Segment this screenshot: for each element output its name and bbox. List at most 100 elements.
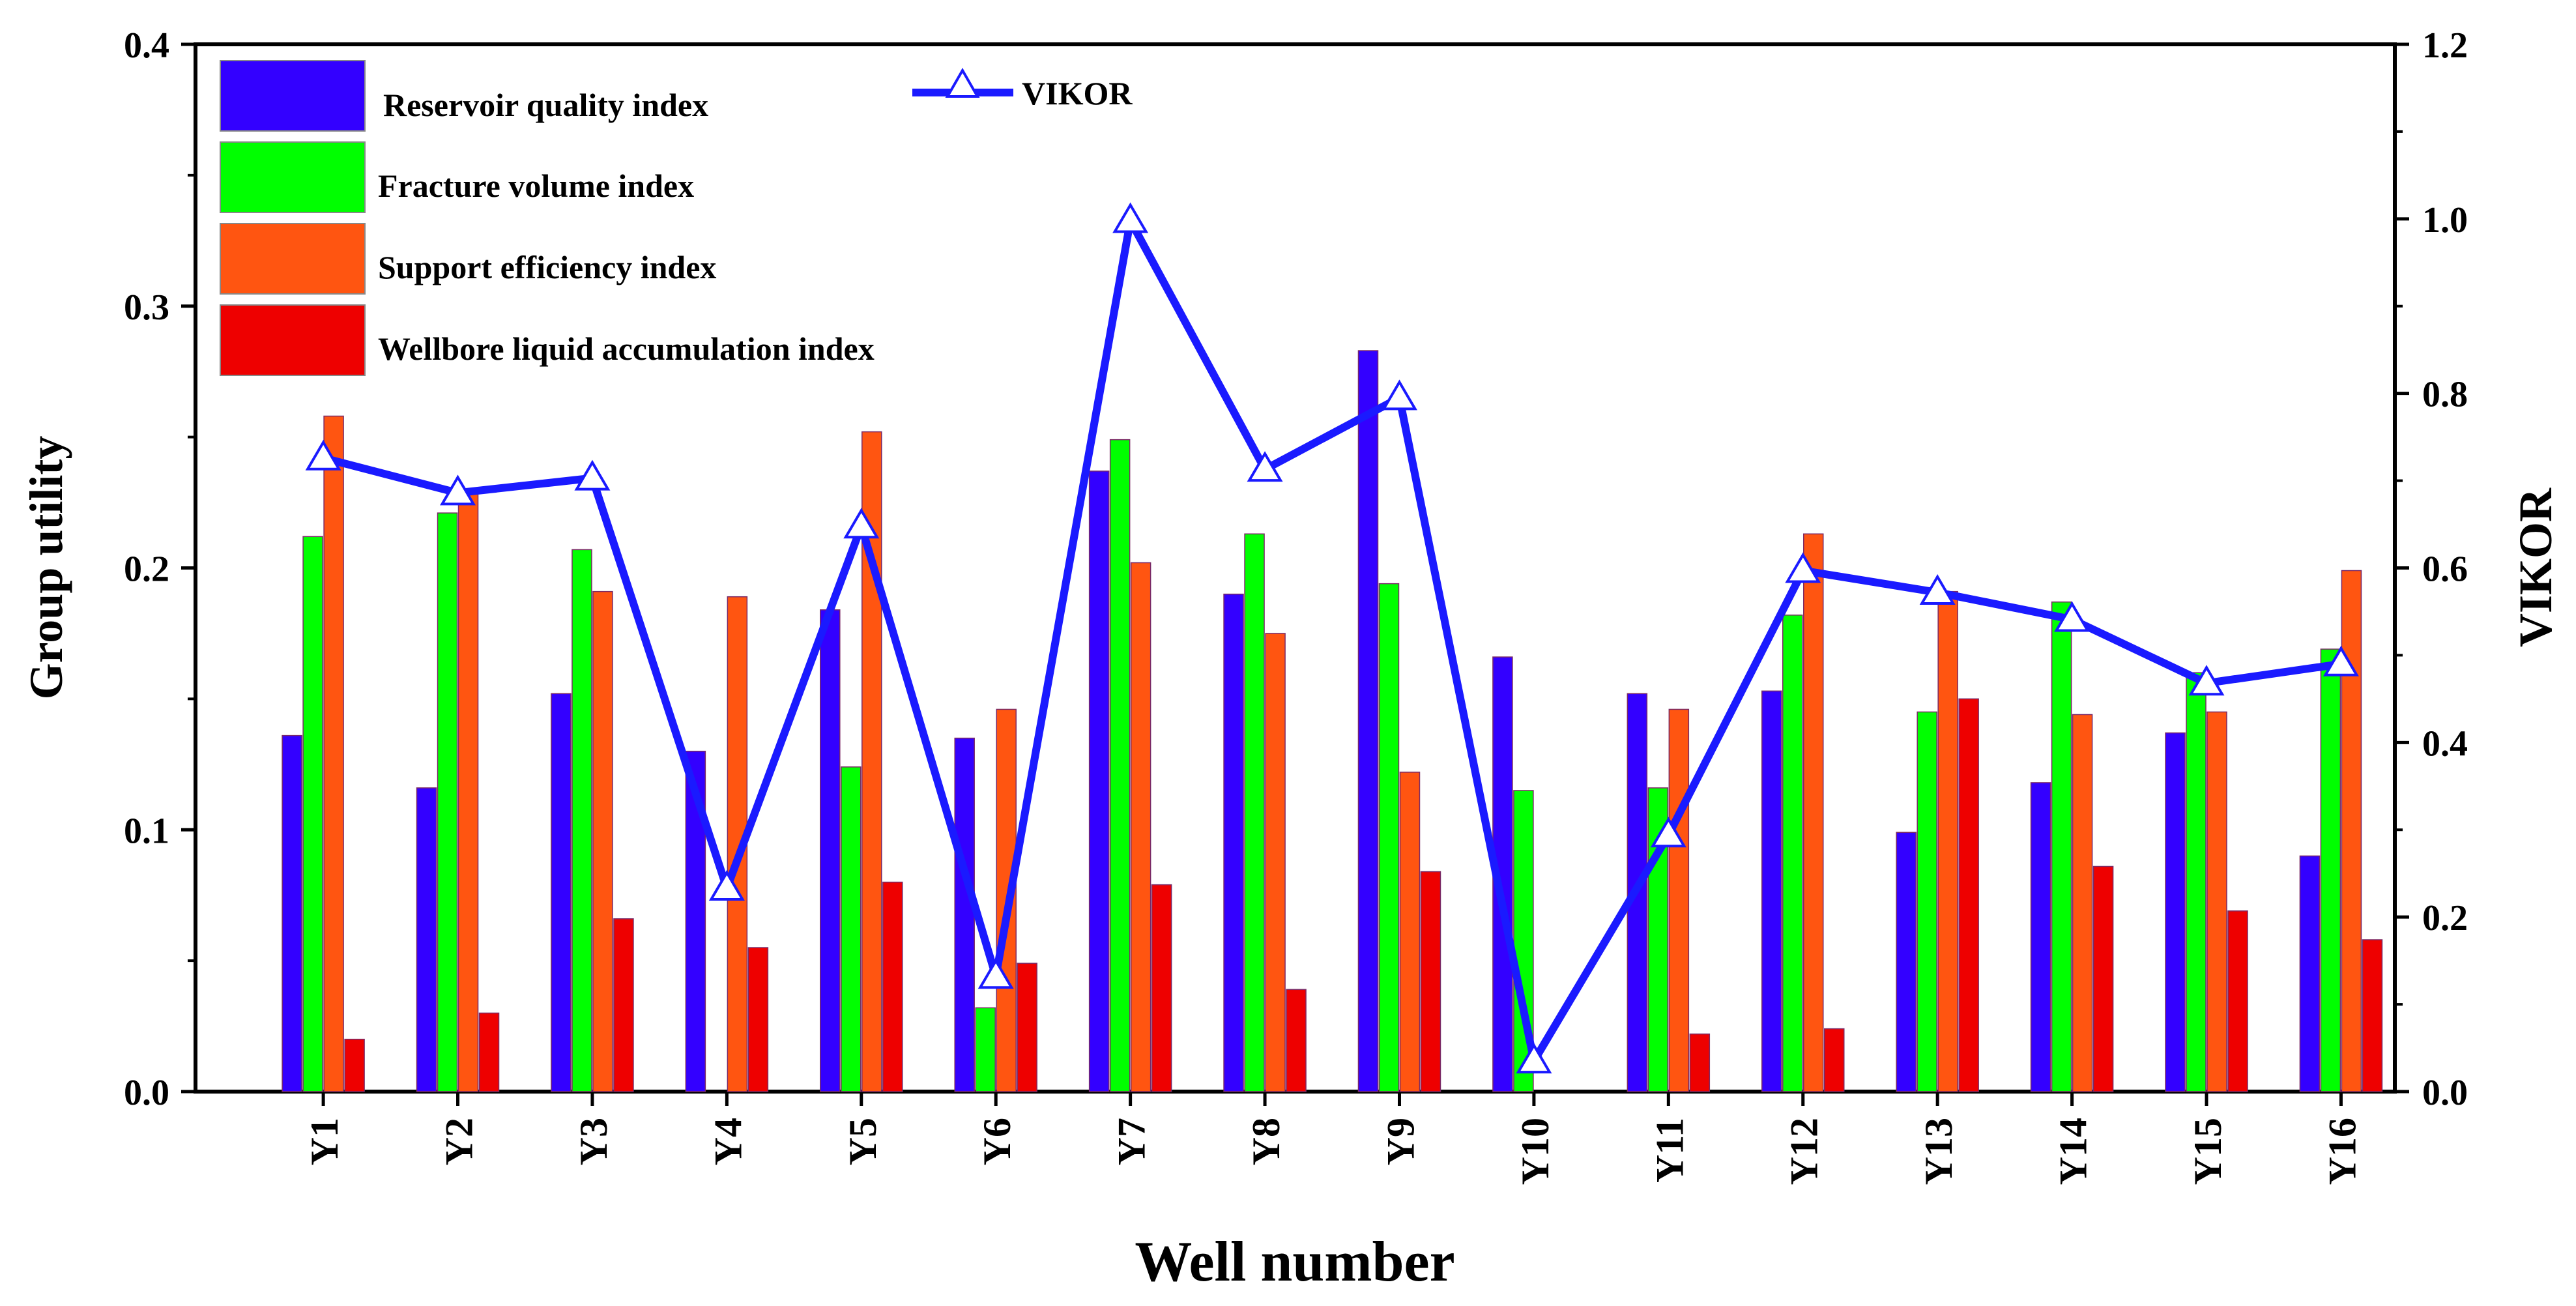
vikor-point: [843, 508, 880, 539]
bar: [323, 415, 344, 1092]
y-tick-label: 0.1: [124, 811, 169, 851]
vikor-point: [1919, 574, 1956, 605]
bar: [302, 536, 323, 1092]
bar: [2207, 711, 2227, 1092]
x-tick-label: Y12: [1783, 1118, 1826, 1185]
bar: [478, 1012, 500, 1092]
bar: [2341, 570, 2362, 1092]
bar: [1357, 350, 1379, 1092]
y2-tick-label: 0.2: [2422, 898, 2468, 938]
legend-swatch-wellbore: [220, 304, 366, 376]
legend-swatch-reservoir: [220, 60, 366, 132]
legend-swatch-fracture: [220, 141, 366, 213]
vikor-point: [1381, 379, 1417, 411]
bar: [1958, 698, 1979, 1092]
x-tick-label: Y7: [1110, 1118, 1153, 1165]
x-tick-label: Y4: [706, 1118, 749, 1165]
bar: [1223, 593, 1244, 1092]
bar: [1420, 871, 1441, 1092]
bar: [592, 590, 613, 1092]
vikor-line: [305, 202, 2359, 1074]
x-tick-label: Y14: [2052, 1118, 2095, 1185]
y2-tick-label: 1.2: [2422, 25, 2468, 66]
bar: [2072, 714, 2093, 1092]
bar: [747, 947, 769, 1092]
vikor-point: [1785, 552, 1821, 583]
x-tick-label: Y1: [303, 1118, 346, 1165]
bar: [1399, 772, 1421, 1092]
vikor-point: [977, 958, 1014, 989]
vikor-point: [305, 439, 341, 471]
x-tick-label: Y13: [1917, 1118, 1960, 1185]
bar: [344, 1038, 365, 1092]
bar: [2320, 648, 2341, 1092]
y2-tick-label: 1.0: [2422, 200, 2468, 240]
bar: [1130, 562, 1151, 1092]
vikor-point: [1650, 817, 1686, 848]
x-tick-label: Y16: [2321, 1118, 2364, 1185]
legend-label-reservoir: Reservoir quality index: [383, 87, 708, 123]
y2-tick-label: 0.8: [2422, 375, 2468, 415]
bar: [572, 549, 592, 1092]
bar: [2362, 939, 2383, 1092]
bar: [1689, 1033, 1711, 1092]
bar: [1668, 708, 1690, 1092]
bar: [282, 734, 302, 1092]
y-axis-title: Group utility: [20, 436, 72, 700]
axis-ticks: [181, 42, 2409, 1106]
x-tick-label: Y10: [1514, 1118, 1557, 1185]
legend-label-support: Support efficiency index: [378, 249, 716, 285]
bar: [1151, 884, 1172, 1092]
bar: [1378, 583, 1400, 1092]
bar: [551, 693, 572, 1092]
vikor-point: [1247, 451, 1283, 482]
bars: [282, 350, 2383, 1092]
bar: [2051, 601, 2072, 1092]
bar: [1782, 615, 1803, 1092]
bar: [1802, 533, 1824, 1092]
y-tick-label: 0.0: [124, 1073, 169, 1113]
x-tick-label: Y9: [1379, 1118, 1422, 1165]
bar: [1286, 989, 1307, 1092]
bar: [882, 881, 903, 1092]
bar: [613, 918, 634, 1092]
bar: [2165, 732, 2186, 1092]
legend-marker-vikor: [945, 67, 980, 98]
bar: [954, 737, 975, 1092]
vikor-point: [2188, 665, 2225, 696]
bar: [820, 609, 841, 1092]
bar: [2227, 910, 2248, 1092]
vikor-point: [440, 474, 476, 506]
bar: [2299, 855, 2321, 1092]
y2-tick-label: 0.6: [2422, 549, 2468, 590]
x-tick-label: Y5: [841, 1118, 884, 1165]
legend-label-wellbore: Wellbore liquid accumulation index: [378, 330, 875, 367]
bar: [1896, 832, 1917, 1092]
x-tick-label: Y3: [572, 1118, 615, 1165]
x-tick-label: Y6: [976, 1118, 1019, 1165]
vikor-point: [2323, 645, 2359, 676]
vikor-point: [1112, 202, 1149, 233]
bar: [1017, 963, 1037, 1092]
bar: [841, 766, 861, 1092]
legend-swatch-support: [220, 223, 366, 295]
bar: [1937, 590, 1958, 1092]
vikor-point: [1516, 1043, 1552, 1074]
x-tick-label: Y8: [1245, 1118, 1288, 1165]
bar: [1917, 711, 1937, 1092]
vikor-line-path: [322, 216, 2342, 1066]
x-tick-label: Y2: [438, 1118, 481, 1165]
vikor-point: [708, 870, 745, 901]
y-tick-label: 0.4: [124, 25, 169, 66]
legend-label-vikor: VIKOR: [1022, 75, 1133, 111]
y-tick-label: 0.2: [124, 549, 169, 590]
bar: [1244, 533, 1265, 1092]
vikor-point: [2054, 601, 2091, 632]
bar: [2186, 672, 2207, 1092]
y2-tick-label: 0.0: [2422, 1073, 2468, 1113]
bar: [1761, 690, 1782, 1092]
y2-axis-title: VIKOR: [2510, 487, 2562, 647]
bar: [1088, 471, 1110, 1092]
y2-tick-label: 0.4: [2422, 723, 2468, 764]
